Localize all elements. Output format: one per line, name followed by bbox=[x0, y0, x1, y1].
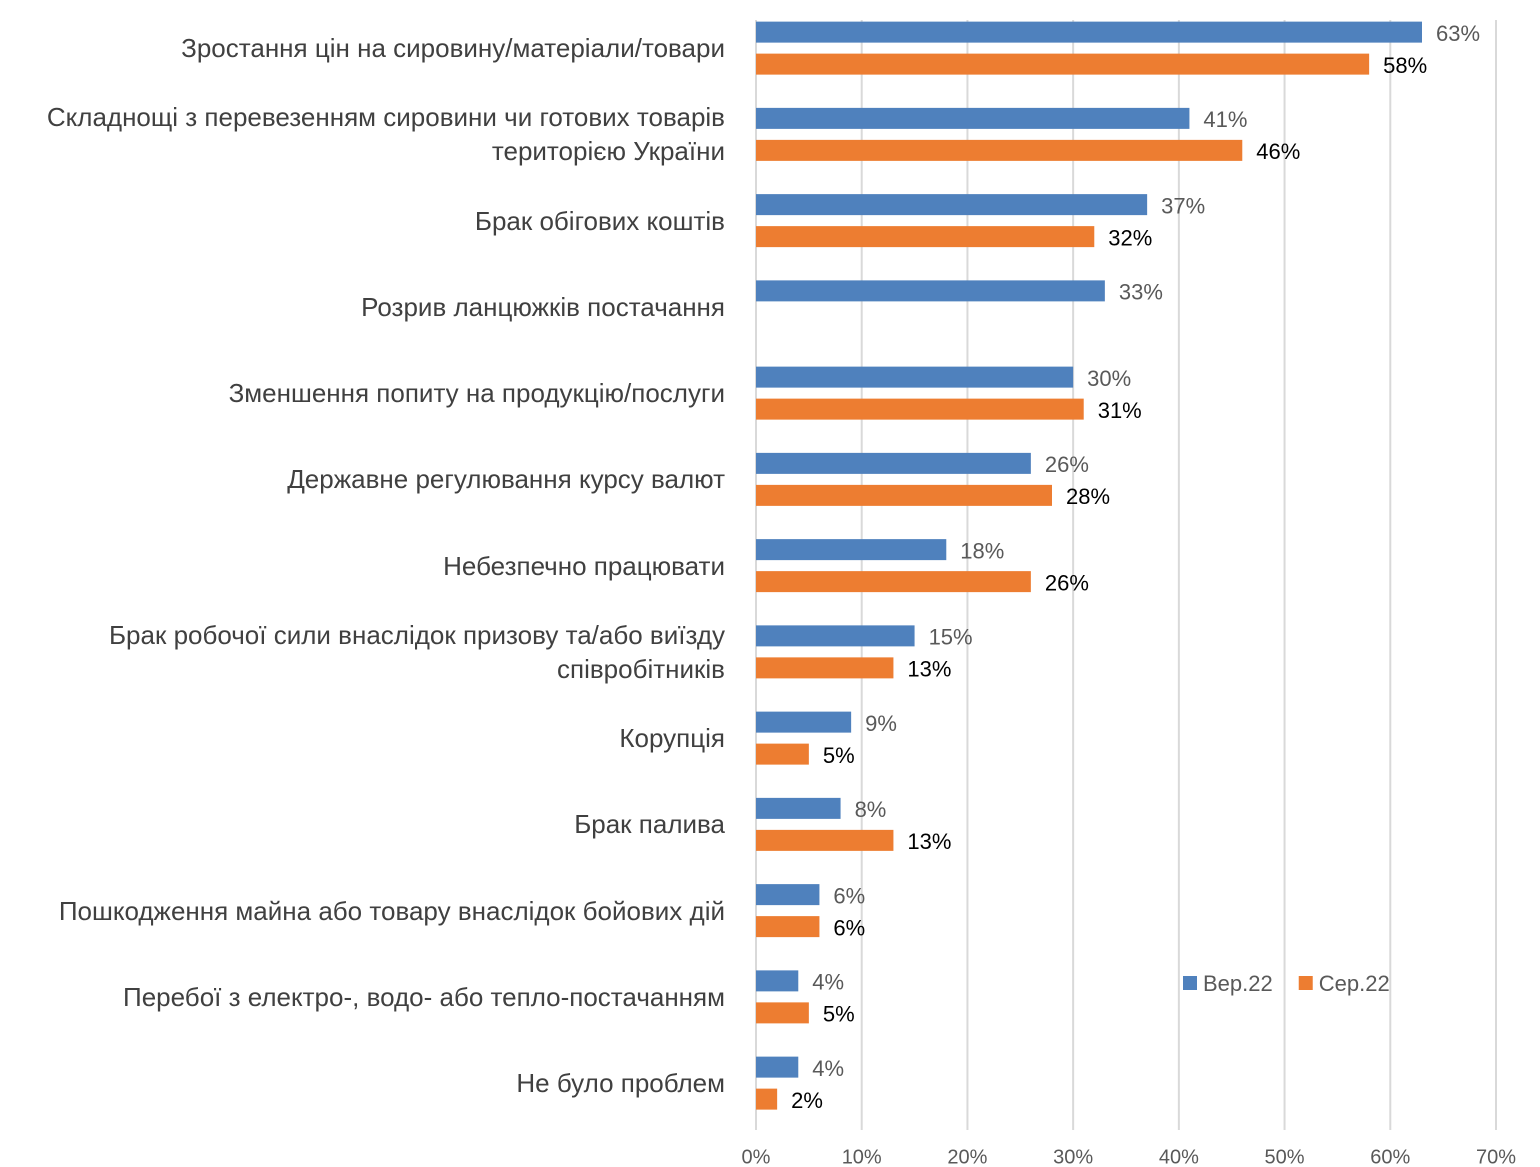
data-label: 26% bbox=[1045, 570, 1089, 595]
bar bbox=[756, 53, 1370, 75]
data-label: 13% bbox=[907, 657, 951, 682]
legend-label: Сер.22 bbox=[1319, 971, 1390, 996]
data-label: 46% bbox=[1256, 139, 1300, 164]
category-label: Державне регулювання курсу валют bbox=[287, 464, 725, 495]
category-label: Пошкодження майна або товару внаслідок б… bbox=[58, 895, 725, 926]
category-label: Зростання цін на сировину/матеріали/това… bbox=[181, 33, 725, 64]
data-label: 28% bbox=[1066, 484, 1110, 509]
bar bbox=[756, 194, 1148, 216]
data-label: 4% bbox=[812, 1056, 844, 1081]
bar bbox=[756, 1088, 778, 1110]
bar bbox=[756, 398, 1084, 420]
data-label: 2% bbox=[791, 1088, 823, 1113]
x-tick-label: 30% bbox=[1053, 1146, 1093, 1167]
data-label: 9% bbox=[865, 711, 897, 736]
x-tick-label: 50% bbox=[1265, 1146, 1305, 1167]
bar bbox=[756, 452, 1031, 474]
bar bbox=[756, 226, 1095, 248]
category-label: Не було проблем bbox=[516, 1068, 725, 1099]
data-label: 8% bbox=[855, 797, 887, 822]
legend-label: Вер.22 bbox=[1203, 971, 1273, 996]
data-label: 37% bbox=[1161, 193, 1205, 218]
bar bbox=[756, 884, 820, 906]
data-label: 5% bbox=[823, 1002, 855, 1027]
category-label: Зменшення попиту на продукцію/послуги bbox=[228, 378, 725, 409]
data-label: 31% bbox=[1098, 398, 1142, 423]
x-tick-label: 20% bbox=[947, 1146, 987, 1167]
category-label: Брак палива bbox=[574, 809, 725, 840]
data-label: 41% bbox=[1203, 107, 1247, 132]
data-label: 15% bbox=[929, 625, 973, 650]
x-tick-label: 70% bbox=[1476, 1146, 1516, 1167]
bar bbox=[756, 107, 1190, 129]
bar bbox=[756, 711, 852, 733]
category-label: Розрив ланцюжків постачання bbox=[361, 291, 725, 322]
data-label: 33% bbox=[1119, 280, 1163, 305]
bar bbox=[756, 539, 947, 561]
category-label: Перебої з електро-, водо- або тепло-пост… bbox=[123, 981, 725, 1012]
bar bbox=[756, 1002, 809, 1024]
bar bbox=[756, 625, 915, 647]
bar bbox=[756, 21, 1422, 43]
bar bbox=[756, 484, 1052, 506]
category-label: Брак робочої сили внаслідок призову та/а… bbox=[108, 619, 725, 684]
bar bbox=[756, 797, 841, 819]
bar bbox=[756, 139, 1243, 161]
category-label: Небезпечно працювати bbox=[443, 550, 725, 581]
data-label: 6% bbox=[833, 915, 865, 940]
category-label: Складнощі з перевезенням сировини чи гот… bbox=[46, 102, 725, 167]
data-label: 13% bbox=[907, 829, 951, 854]
legend-swatch bbox=[1183, 976, 1197, 990]
data-label: 63% bbox=[1436, 21, 1480, 46]
data-label: 18% bbox=[960, 538, 1004, 563]
bar bbox=[756, 571, 1031, 593]
bar bbox=[756, 657, 894, 679]
category-label: Брак обігових коштів bbox=[474, 205, 725, 236]
x-tick-label: 10% bbox=[842, 1146, 882, 1167]
data-label: 26% bbox=[1045, 452, 1089, 477]
x-tick-label: 0% bbox=[742, 1146, 771, 1167]
data-label: 58% bbox=[1383, 53, 1427, 78]
data-label: 5% bbox=[823, 743, 855, 768]
bar bbox=[756, 366, 1074, 388]
bar bbox=[756, 916, 820, 938]
legend-swatch bbox=[1298, 976, 1313, 990]
data-label: 30% bbox=[1087, 366, 1131, 391]
bar bbox=[756, 743, 809, 765]
data-label: 4% bbox=[812, 970, 844, 995]
x-tick-label: 60% bbox=[1370, 1146, 1410, 1167]
data-label: 32% bbox=[1108, 225, 1152, 250]
data-label: 6% bbox=[833, 883, 865, 908]
bar bbox=[756, 280, 1105, 302]
category-label: Корупція bbox=[619, 723, 725, 754]
x-tick-label: 40% bbox=[1159, 1146, 1199, 1167]
bar bbox=[756, 1056, 799, 1078]
bar bbox=[756, 829, 894, 851]
bar bbox=[756, 970, 799, 992]
